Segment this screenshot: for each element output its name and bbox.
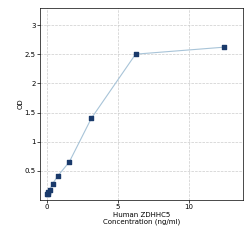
Point [50, 182, 54, 186]
X-axis label: Human ZDHHC5
Concentration (ng/ml): Human ZDHHC5 Concentration (ng/ml) [103, 212, 180, 225]
Point [56, 174, 60, 178]
Point [48, 188, 52, 192]
Point [46, 190, 50, 194]
Y-axis label: OD: OD [17, 98, 23, 109]
Point [134, 52, 138, 56]
Point [67, 160, 71, 164]
Point [89, 116, 93, 120]
Point [45, 192, 49, 196]
Point [46, 192, 50, 196]
Point [222, 45, 226, 49]
